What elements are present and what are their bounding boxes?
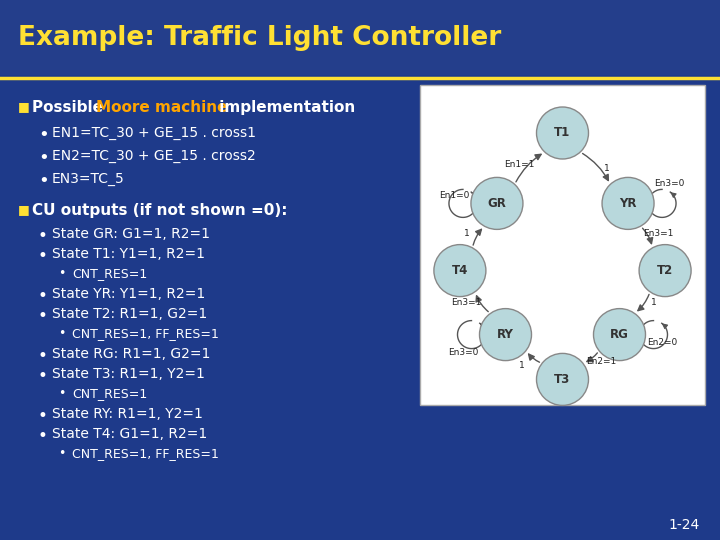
Text: En3=1: En3=1 xyxy=(451,298,482,307)
Text: En3=0: En3=0 xyxy=(449,348,479,357)
Text: State YR: Y1=1, R2=1: State YR: Y1=1, R2=1 xyxy=(52,287,205,301)
Text: CNT_RES=1: CNT_RES=1 xyxy=(72,267,148,280)
Text: En1=1: En1=1 xyxy=(505,160,535,168)
Text: •: • xyxy=(38,427,48,445)
Text: 1: 1 xyxy=(464,228,469,238)
Text: implementation: implementation xyxy=(214,100,355,115)
Text: En3=0: En3=0 xyxy=(654,179,685,188)
Text: 1-24: 1-24 xyxy=(669,518,700,532)
Circle shape xyxy=(536,107,588,159)
Text: State T2: R1=1, G2=1: State T2: R1=1, G2=1 xyxy=(52,307,207,321)
Text: EN1=TC_30 + GE_15 . cross1: EN1=TC_30 + GE_15 . cross1 xyxy=(52,126,256,140)
Text: 1: 1 xyxy=(652,298,657,307)
Text: •: • xyxy=(38,247,48,265)
Text: ■: ■ xyxy=(18,203,30,216)
Text: GR: GR xyxy=(487,197,506,210)
Bar xyxy=(420,85,705,405)
Circle shape xyxy=(480,308,531,361)
Text: CNT_RES=1, FF_RES=1: CNT_RES=1, FF_RES=1 xyxy=(72,327,219,340)
Text: ■: ■ xyxy=(18,100,30,113)
Text: •: • xyxy=(38,149,49,167)
Text: CU outputs (if not shown =0):: CU outputs (if not shown =0): xyxy=(32,203,287,218)
Text: 1: 1 xyxy=(519,361,525,369)
Text: RG: RG xyxy=(610,328,629,341)
Text: State RG: R1=1, G2=1: State RG: R1=1, G2=1 xyxy=(52,347,210,361)
Bar xyxy=(0,0,720,75)
Circle shape xyxy=(434,245,486,296)
Text: EN2=TC_30 + GE_15 . cross2: EN2=TC_30 + GE_15 . cross2 xyxy=(52,149,256,163)
Text: CNT_RES=1: CNT_RES=1 xyxy=(72,387,148,400)
Text: State T1: Y1=1, R2=1: State T1: Y1=1, R2=1 xyxy=(52,247,205,261)
Text: •: • xyxy=(38,367,48,385)
Text: State T3: R1=1, Y2=1: State T3: R1=1, Y2=1 xyxy=(52,367,205,381)
Text: En2=0: En2=0 xyxy=(647,338,678,347)
Text: •: • xyxy=(38,287,48,305)
Text: YR: YR xyxy=(619,197,636,210)
Text: EN3=TC_5: EN3=TC_5 xyxy=(52,172,125,186)
Text: Possible: Possible xyxy=(32,100,108,115)
Circle shape xyxy=(536,353,588,406)
Text: •: • xyxy=(38,407,48,425)
Text: •: • xyxy=(38,227,48,245)
Text: T4: T4 xyxy=(451,264,468,277)
Text: En2=1: En2=1 xyxy=(586,357,616,367)
Text: State GR: G1=1, R2=1: State GR: G1=1, R2=1 xyxy=(52,227,210,241)
Text: En1=0: En1=0 xyxy=(438,191,469,200)
Text: •: • xyxy=(38,172,49,190)
Text: •: • xyxy=(38,307,48,325)
Text: •: • xyxy=(58,327,66,340)
Text: State RY: R1=1, Y2=1: State RY: R1=1, Y2=1 xyxy=(52,407,203,421)
Circle shape xyxy=(593,308,646,361)
Text: T2: T2 xyxy=(657,264,673,277)
Text: •: • xyxy=(58,267,66,280)
Text: CNT_RES=1, FF_RES=1: CNT_RES=1, FF_RES=1 xyxy=(72,447,219,460)
Text: En3=1: En3=1 xyxy=(644,228,674,238)
Text: T1: T1 xyxy=(554,126,571,139)
Text: 1: 1 xyxy=(604,164,610,173)
Text: •: • xyxy=(58,447,66,460)
Circle shape xyxy=(471,178,523,230)
Text: •: • xyxy=(38,347,48,365)
Text: •: • xyxy=(58,387,66,400)
Text: T3: T3 xyxy=(554,373,571,386)
Text: State T4: G1=1, R2=1: State T4: G1=1, R2=1 xyxy=(52,427,207,441)
Text: Example: Traffic Light Controller: Example: Traffic Light Controller xyxy=(18,25,501,51)
Circle shape xyxy=(602,178,654,230)
Text: RY: RY xyxy=(497,328,514,341)
Circle shape xyxy=(639,245,691,296)
Text: Moore machine: Moore machine xyxy=(96,100,228,115)
Text: •: • xyxy=(38,126,49,144)
